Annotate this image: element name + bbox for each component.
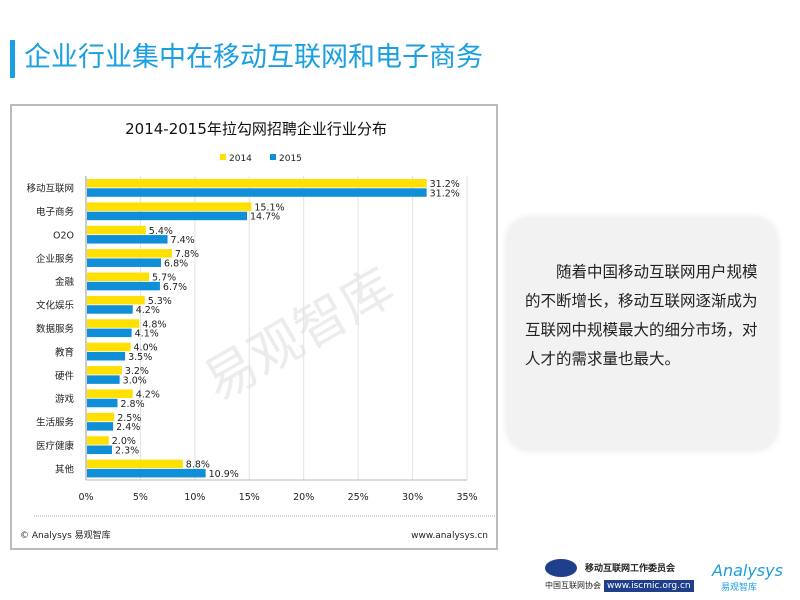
data-label-2014: 4.2% — [136, 389, 160, 400]
data-label-2014: 2.0% — [112, 436, 136, 447]
x-tick-label: 30% — [402, 492, 423, 503]
iscmic-logo-icon — [545, 559, 577, 577]
bar-2015 — [87, 351, 126, 361]
legend-label-2015: 2015 — [279, 154, 302, 164]
bar-2014 — [87, 342, 131, 352]
category-label: 其他 — [55, 463, 75, 475]
data-label-2014: 3.2% — [125, 366, 149, 377]
bar-2014 — [87, 459, 183, 469]
isc-name: 中国互联网协会 — [545, 581, 601, 590]
data-label-2014: 15.1% — [254, 202, 284, 213]
chart-panel: 易观智库 2014-2015年拉勾网招聘企业行业分布 2014 2015 0% 5% 10%… — [10, 104, 498, 550]
watermark: 易观智库 — [194, 257, 404, 413]
bar-2015 — [87, 468, 206, 478]
bar-2015 — [87, 375, 120, 384]
iscmic-name: 移动互联网工作委员会 — [585, 564, 676, 574]
bar-2015 — [87, 281, 160, 291]
bar-2014 — [87, 249, 172, 258]
page-title: 企业行业集中在移动互联网和电子商务 — [24, 42, 483, 73]
data-label-2015: 2.8% — [120, 399, 144, 410]
bar-2015 — [87, 258, 162, 267]
x-tick-label: 20% — [293, 492, 314, 503]
data-label-2015: 3.5% — [128, 352, 152, 363]
category-label: 游戏 — [55, 393, 75, 405]
legend-swatch-2015 — [270, 154, 276, 160]
bar-2014 — [87, 295, 145, 305]
data-label-2014: 7.8% — [175, 249, 199, 260]
data-label-2015: 2.3% — [115, 446, 139, 457]
bar-2014 — [87, 412, 115, 422]
bar-2014 — [87, 272, 150, 282]
bar-2015 — [87, 445, 113, 455]
data-label-2015: 6.7% — [163, 282, 187, 293]
category-label: 文化娱乐 — [36, 300, 75, 312]
x-tick-label: 5% — [133, 492, 148, 503]
note-box: 随着中国移动互联网用户规模的不断增长，移动互联网逐渐成为互联网中规模最大的细分市… — [507, 218, 777, 450]
data-label-2015: 14.7% — [250, 212, 280, 223]
category-label: 移动互联网 — [26, 183, 74, 195]
bar-2014 — [87, 179, 427, 188]
analysys-logo-cn: 易观智库 — [721, 583, 758, 593]
footer-logos: 移动互联网工作委员会 中国互联网协会 www.iscmic.org.cn Ana… — [545, 555, 795, 595]
category-label: 医疗健康 — [36, 440, 75, 452]
category-label: O2O — [53, 230, 74, 241]
data-label-2015: 10.9% — [209, 469, 239, 480]
data-label-2015: 4.2% — [136, 305, 160, 316]
bar-2015 — [87, 305, 133, 314]
data-label-2015: 3.0% — [123, 375, 147, 386]
note-text: 随着中国移动互联网用户规模的不断增长，移动互联网逐渐成为互联网中规模最大的细分市… — [525, 263, 758, 368]
bar-2014 — [87, 366, 122, 375]
category-label: 金融 — [55, 276, 75, 288]
x-tick-label: 15% — [239, 492, 260, 503]
title-accent-bar — [10, 40, 15, 78]
data-label-2014: 8.8% — [186, 460, 210, 471]
source-site: www.analysys.cn — [411, 531, 488, 541]
bar-2014 — [87, 319, 140, 328]
category-label: 企业服务 — [36, 253, 75, 265]
data-label-2014: 4.8% — [142, 319, 166, 330]
data-label-2014: 5.4% — [149, 226, 173, 237]
bar-2015 — [87, 328, 132, 338]
legend-swatch-2014 — [220, 154, 226, 160]
data-label-2014: 5.7% — [152, 273, 176, 284]
data-label-2014: 31.2% — [430, 179, 460, 190]
x-tick-label: 35% — [456, 492, 477, 503]
bar-2014 — [87, 436, 109, 445]
iscmic-url: www.iscmic.org.cn — [604, 580, 694, 592]
data-label-2015: 31.2% — [430, 188, 460, 199]
bar-chart: 易观智库 2014-2015年拉勾网招聘企业行业分布 2014 2015 0% 5% 10%… — [20, 120, 496, 541]
category-label: 教育 — [55, 346, 74, 358]
bar-2015 — [87, 422, 114, 431]
data-label-2015: 7.4% — [171, 235, 195, 246]
legend-label-2014: 2014 — [229, 154, 252, 164]
x-tick-label: 10% — [184, 492, 205, 503]
category-label: 生活服务 — [36, 417, 75, 429]
copyright: © Analysys 易观智库 — [20, 529, 111, 541]
x-tick-label: 0% — [78, 492, 93, 503]
category-label: 硬件 — [55, 370, 75, 382]
category-label: 电子商务 — [36, 206, 75, 218]
x-tick-label: 25% — [348, 492, 369, 503]
bar-2015 — [87, 235, 168, 244]
data-label-2015: 2.4% — [116, 422, 140, 433]
data-label-2015: 6.8% — [164, 258, 188, 269]
data-label-2014: 2.5% — [117, 413, 141, 424]
data-label-2015: 4.1% — [135, 329, 159, 340]
data-label-2014: 5.3% — [148, 296, 172, 307]
bar-2014 — [87, 225, 146, 235]
bar-2015 — [87, 211, 248, 221]
data-label-2014: 4.0% — [134, 343, 158, 354]
chart-title: 2014-2015年拉勾网招聘企业行业分布 — [125, 120, 387, 138]
bar-2015 — [87, 398, 118, 408]
analysys-logo: Analysys — [712, 561, 783, 580]
category-label: 数据服务 — [36, 323, 75, 335]
bar-2014 — [87, 202, 252, 211]
bar-2015 — [87, 188, 427, 197]
bar-2014 — [87, 389, 133, 398]
